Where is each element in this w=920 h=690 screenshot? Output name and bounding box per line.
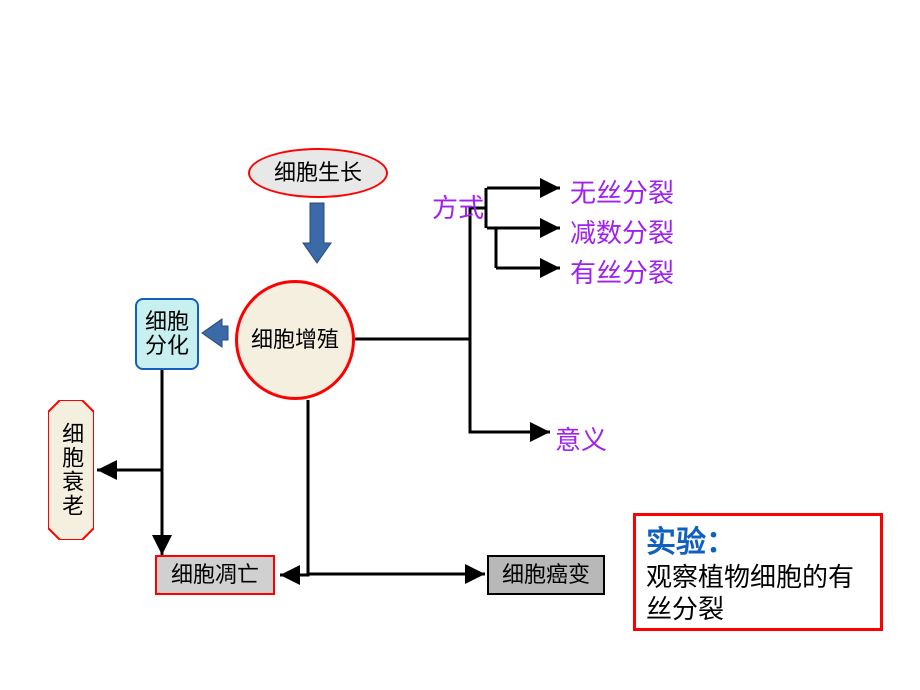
label-meiosis: 减数分裂	[570, 213, 674, 250]
node-differentiation: 细胞分化	[135, 298, 199, 370]
node-proliferation: 细胞增殖	[235, 280, 355, 400]
label-amitosis: 无丝分裂	[570, 173, 674, 210]
label-mitosis: 有丝分裂	[570, 253, 674, 290]
experiment-text: 观察植物细胞的有丝分裂	[646, 562, 870, 627]
experiment-box: 实验： 观察植物细胞的有丝分裂	[633, 513, 883, 631]
node-cancer: 细胞癌变	[487, 555, 605, 595]
label-meaning: 意义	[555, 420, 607, 457]
label-mode: 方式	[432, 188, 484, 225]
node-growth: 细胞生长	[248, 148, 388, 198]
node-aging: 细胞衰老	[48, 400, 94, 540]
experiment-title: 实验：	[646, 524, 870, 562]
node-apoptosis: 细胞凋亡	[155, 555, 275, 595]
